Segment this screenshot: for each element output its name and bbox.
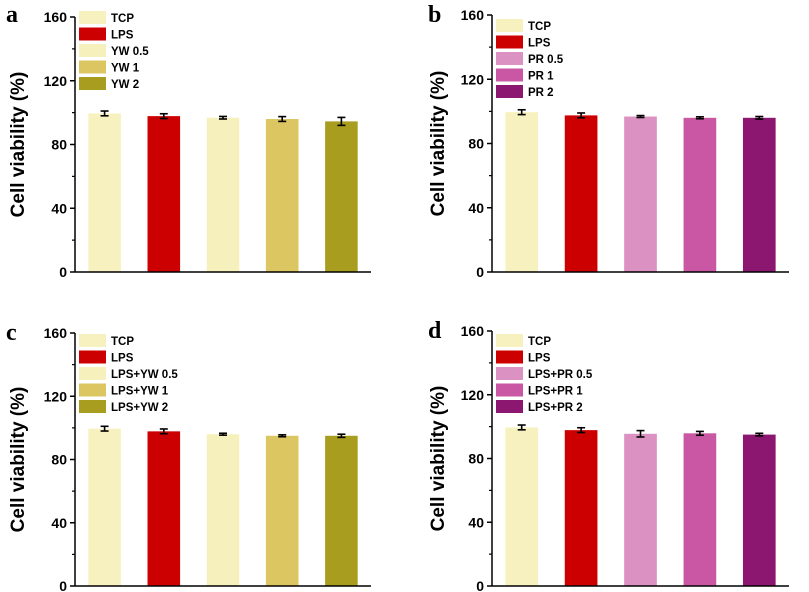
legend-label-3: YW 0.5 <box>111 46 149 58</box>
legend-swatch-4 <box>79 383 106 397</box>
legend-swatch-1 <box>79 334 106 347</box>
bar-5 <box>742 117 776 272</box>
legend-label-5: YW 2 <box>111 79 139 91</box>
legend: TCP LPS LPS+YW 0.5 LPS+YW 1 LPS+YW 2 <box>79 334 178 414</box>
y-tick-label: 0 <box>476 578 484 592</box>
legend-swatch-2 <box>496 350 523 364</box>
y-tick-label: 0 <box>59 578 67 592</box>
bar-1 <box>88 113 121 272</box>
y-tick-label: 40 <box>468 514 484 530</box>
bar-1 <box>505 112 539 272</box>
legend-swatch-1 <box>79 11 106 24</box>
bar-1 <box>88 428 121 586</box>
bar-4 <box>683 117 717 272</box>
legend-label-2: LPS <box>111 353 134 365</box>
legend-swatch-3 <box>496 367 523 380</box>
legend-swatch-4 <box>79 60 106 74</box>
panel-a: a Cell viability (%) 0 40 80 120 160 TCP LPS YW 0… <box>6 2 371 280</box>
y-tick-label: 0 <box>476 264 484 280</box>
panel-letter: c <box>6 320 17 346</box>
bar-3 <box>624 433 657 586</box>
legend-swatch-2 <box>79 350 106 364</box>
y-tick-label: 120 <box>461 71 485 87</box>
legend-swatch-4 <box>496 383 523 397</box>
legend-label-4: LPS+YW 1 <box>111 386 169 398</box>
bar-2 <box>147 116 181 272</box>
y-tick-label: 40 <box>51 200 67 216</box>
y-tick-label: 80 <box>468 451 484 467</box>
legend-label-2: LPS <box>528 38 551 50</box>
legend-label-5: LPS+PR 2 <box>528 402 583 414</box>
y-tick-label: 40 <box>468 200 484 216</box>
legend-swatch-2 <box>79 27 106 41</box>
legend-label-4: PR 1 <box>528 71 554 83</box>
y-tick-label: 120 <box>461 387 485 403</box>
bar-3 <box>624 116 657 272</box>
legend-label-2: LPS <box>111 30 134 42</box>
y-tick-label: 160 <box>44 9 68 25</box>
legend-label-2: LPS <box>528 353 551 365</box>
y-tick-label: 80 <box>468 136 484 152</box>
bar-5 <box>742 434 776 586</box>
bar-2 <box>564 430 598 586</box>
legend-label-1: TCP <box>528 336 551 348</box>
y-tick-label: 80 <box>51 452 67 468</box>
panel-b: b Cell viability (%) 0 40 80 120 160 TCP LPS PR 0… <box>428 2 789 280</box>
bar-4 <box>265 435 299 586</box>
legend: TCP LPS YW 0.5 YW 1 YW 2 <box>79 11 149 91</box>
y-tick-label: 160 <box>461 7 485 23</box>
y-tick-label: 80 <box>51 137 67 153</box>
bar-2 <box>147 431 181 586</box>
legend-label-1: TCP <box>111 13 134 25</box>
y-axis-label: Cell viability (%) <box>428 71 449 217</box>
legend-swatch-3 <box>79 367 106 380</box>
legend-label-5: LPS+YW 2 <box>111 402 168 414</box>
bar-5 <box>325 121 358 272</box>
y-tick-label: 0 <box>59 264 67 280</box>
legend-swatch-5 <box>496 85 523 98</box>
y-tick-label: 120 <box>44 73 68 89</box>
legend-swatch-1 <box>496 334 523 347</box>
legend-swatch-1 <box>496 19 523 32</box>
legend-swatch-3 <box>496 52 523 65</box>
legend-label-1: TCP <box>528 21 551 33</box>
legend-label-4: YW 1 <box>111 63 140 75</box>
legend-swatch-2 <box>496 35 523 49</box>
legend-swatch-5 <box>79 77 106 90</box>
y-axis-label: Cell viability (%) <box>8 387 29 533</box>
bar-2 <box>564 115 598 272</box>
y-axis-label: Cell viability (%) <box>8 72 29 218</box>
bar-3 <box>206 117 240 272</box>
y-tick-label: 120 <box>44 388 68 404</box>
y-tick-label: 40 <box>51 515 67 531</box>
y-tick-label: 160 <box>44 325 68 341</box>
legend-label-3: PR 0.5 <box>528 54 564 66</box>
panel-letter: a <box>6 2 18 28</box>
panel-c: c Cell viability (%) 0 40 80 120 160 TCP LPS LPS+… <box>6 320 371 592</box>
legend-label-4: LPS+PR 1 <box>528 386 583 398</box>
panel-letter: b <box>428 2 441 28</box>
bar-4 <box>683 433 717 586</box>
legend-swatch-3 <box>79 44 106 57</box>
legend-label-1: TCP <box>111 336 134 348</box>
legend-swatch-4 <box>496 68 523 82</box>
bar-1 <box>505 427 539 586</box>
legend: TCP LPS LPS+PR 0.5 LPS+PR 1 LPS+PR 2 <box>496 334 593 414</box>
bar-5 <box>325 435 358 586</box>
panel-letter: d <box>428 318 442 344</box>
bar-4 <box>265 119 299 272</box>
legend-label-3: LPS+YW 0.5 <box>111 369 178 381</box>
legend-label-5: PR 2 <box>528 87 554 99</box>
legend: TCP LPS PR 0.5 PR 1 PR 2 <box>496 19 564 99</box>
y-axis-label: Cell viability (%) <box>428 386 449 532</box>
legend-label-3: LPS+PR 0.5 <box>528 369 593 381</box>
legend-swatch-5 <box>496 400 523 413</box>
bar-3 <box>206 434 240 586</box>
y-tick-label: 160 <box>461 323 485 339</box>
panel-d: d Cell viability (%) 0 40 80 120 160 TCP LPS LPS+… <box>428 318 789 592</box>
legend-swatch-5 <box>79 400 106 413</box>
